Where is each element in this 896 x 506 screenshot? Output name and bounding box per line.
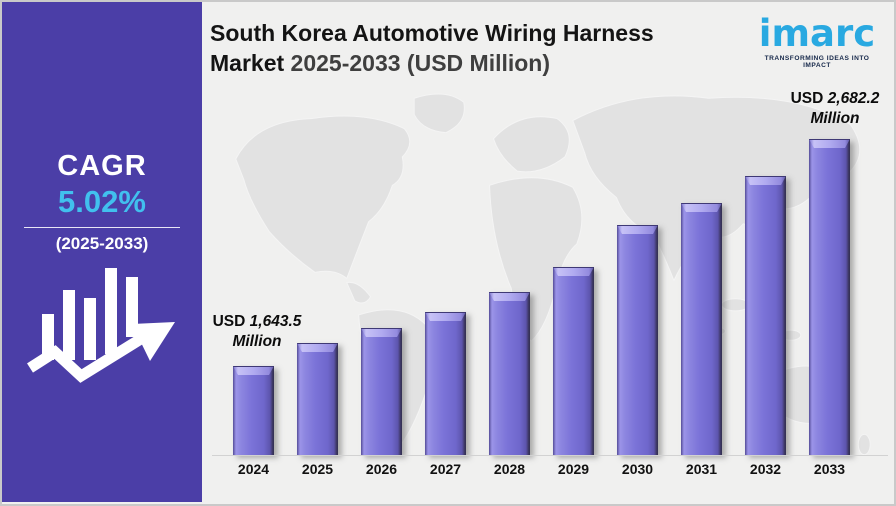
bar-2028 (489, 292, 530, 455)
bar-2030 (617, 225, 658, 455)
x-label-2024: 2024 (237, 461, 270, 477)
x-label-2033: 2033 (813, 461, 846, 477)
cagr-period: (2025-2033) (55, 234, 149, 253)
x-label-2030: 2030 (621, 461, 654, 477)
x-label-2032: 2032 (749, 461, 782, 477)
bar-2032 (745, 176, 786, 455)
x-label-2027: 2027 (429, 461, 462, 477)
imarc-logo: imarc TRANSFORMING IDEAS INTO IMPACT (750, 12, 884, 70)
chart-panel: South Korea Automotive Wiring Harness Ma… (202, 2, 894, 504)
cagr-label: CAGR (57, 150, 147, 182)
annotation-2024-value: USD 1,643.5 Million (206, 312, 308, 352)
cagr-sidebar: CAGR 5.02% (2025-2033) (2, 2, 202, 502)
annotation-prefix: USD (790, 90, 824, 107)
imarc-logo-tagline: TRANSFORMING IDEAS INTO IMPACT (764, 55, 870, 69)
bar-2033 (809, 139, 850, 455)
x-axis-labels: 2024 2025 2026 2027 2028 2029 2030 2031 2032 2033 (233, 461, 850, 477)
cagr-value: 5.02% (58, 184, 146, 219)
x-label-2026: 2026 (365, 461, 398, 477)
bar-2031 (681, 203, 722, 455)
annotation-number: 1,643.5 (249, 313, 302, 330)
annotation-2033-value: USD 2,682.2 Million (784, 89, 886, 129)
divider (24, 227, 180, 228)
annotation-unit: Million (810, 110, 860, 127)
bar-2025 (297, 343, 338, 455)
annotation-unit: Million (232, 333, 282, 350)
bar-2026 (361, 328, 402, 455)
title-line1: South Korea Automotive Wiring Harness (210, 20, 654, 46)
title-line2-gray: 2025-2033 (USD Million) (290, 50, 551, 76)
annotation-prefix: USD (212, 313, 246, 330)
x-label-2031: 2031 (685, 461, 718, 477)
bar-2027 (425, 312, 466, 455)
bars-row (233, 118, 850, 455)
x-label-2028: 2028 (493, 461, 526, 477)
bar-2024 (233, 366, 274, 455)
title-line2-black: Market (210, 50, 285, 76)
x-label-2025: 2025 (301, 461, 334, 477)
bar-2029 (553, 267, 594, 455)
annotation-number: 2,682.2 (827, 90, 880, 107)
growth-chart-arrow-icon (2, 264, 202, 389)
x-axis-line (212, 455, 888, 456)
world-map-background (235, 93, 871, 456)
imarc-logo-text: imarc (758, 12, 876, 55)
x-label-2029: 2029 (557, 461, 590, 477)
page-title: South Korea Automotive Wiring Harness Ma… (210, 18, 755, 78)
